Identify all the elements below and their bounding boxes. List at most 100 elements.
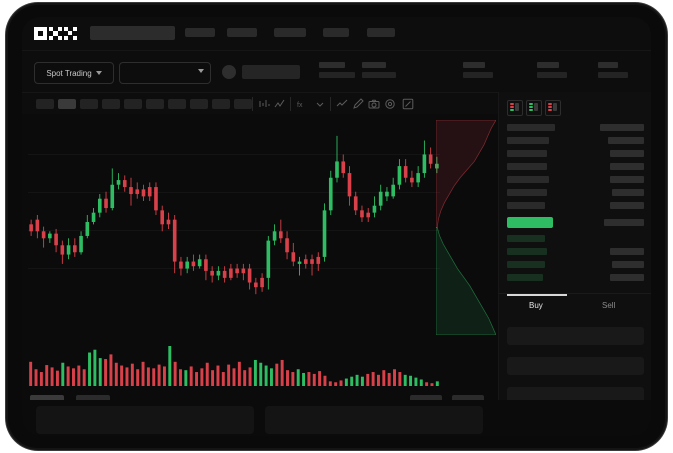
indicator-icon[interactable]: fx — [296, 98, 308, 110]
settings-gear-icon[interactable] — [384, 98, 396, 110]
market-type-label: Spot Trading — [46, 68, 92, 78]
pencil-icon[interactable] — [352, 98, 364, 110]
orderbook-bid-price-3[interactable] — [507, 261, 545, 268]
toolbar-divider — [252, 97, 253, 111]
orderbook-ask-amount-4[interactable] — [610, 176, 644, 183]
timeframe-button-1[interactable] — [36, 99, 54, 109]
chart-tab-3[interactable] — [410, 395, 442, 404]
order-amount-field[interactable] — [507, 357, 644, 375]
orderbook-ask-amount-2[interactable] — [610, 150, 644, 157]
volume-series — [29, 346, 439, 386]
bottom-panel-left[interactable] — [36, 406, 254, 434]
chart-toolbar: fx — [22, 92, 651, 115]
ticker-stat-5 — [598, 62, 628, 78]
market-subheader: Spot Trading — [22, 50, 651, 93]
stat-label — [362, 62, 386, 68]
chevron-down-icon — [95, 71, 102, 75]
timeframe-button-8[interactable] — [190, 99, 208, 109]
timeframe-button-7[interactable] — [168, 99, 186, 109]
app-screen: Spot Trading — [22, 17, 651, 436]
orderbook-bid-price-2[interactable] — [507, 248, 547, 255]
timeframe-button-2[interactable] — [58, 99, 76, 109]
chart-footer-tabs — [30, 395, 484, 409]
logo-block-k — [49, 27, 62, 40]
bottom-panel-right[interactable] — [265, 406, 483, 434]
orderbook-mid-amount[interactable] — [604, 219, 644, 226]
orderbook-bid-amount-4[interactable] — [610, 274, 644, 281]
gridline-3 — [28, 230, 440, 231]
timeframe-button-5[interactable] — [124, 99, 142, 109]
orderbook-ask-price-5[interactable] — [507, 189, 547, 196]
orderbook-ask-price-1[interactable] — [507, 137, 549, 144]
fullscreen-icon[interactable] — [402, 98, 414, 110]
orderbook-mode-asks-icon[interactable] — [545, 100, 561, 116]
timeframe-button-9[interactable] — [212, 99, 230, 109]
ticker-stat-3 — [463, 62, 493, 78]
stat-label — [319, 62, 345, 68]
trading-pair-select[interactable] — [119, 62, 211, 84]
gridline-1 — [28, 154, 440, 155]
logo-block-o — [34, 27, 47, 40]
market-type-dropdown[interactable]: Spot Trading — [34, 62, 114, 84]
stat-value — [463, 72, 493, 78]
gridline-2 — [28, 192, 440, 193]
depth-chart-overlay — [436, 120, 496, 335]
timeframe-button-10[interactable] — [234, 99, 252, 109]
nav-item-4[interactable] — [323, 28, 349, 37]
ticker-stat-1 — [319, 62, 355, 78]
timeframe-button-3[interactable] — [80, 99, 98, 109]
stat-value — [598, 72, 628, 78]
nav-item-5[interactable] — [367, 28, 395, 37]
orderbook-panel: Buy Sell — [498, 92, 651, 436]
gridline-4 — [28, 268, 440, 269]
orderbook-mode-bids-icon[interactable] — [526, 100, 542, 116]
candlestick-chart-icon[interactable] — [258, 98, 270, 110]
stat-label — [463, 62, 485, 68]
orderbook-bid-amount-2[interactable] — [610, 248, 644, 255]
chevron-down-icon[interactable] — [314, 98, 326, 110]
orderbook-ask-amount-3[interactable] — [610, 163, 644, 170]
search-input[interactable] — [90, 26, 175, 40]
orderbook-ask-price-2[interactable] — [507, 150, 547, 157]
orderbook-bid-price-1[interactable] — [507, 235, 545, 242]
nav-item-3[interactable] — [274, 28, 306, 37]
order-price-field[interactable] — [507, 327, 644, 345]
tablet-device-frame: Spot Trading — [8, 5, 665, 448]
orderbook-mid-price[interactable] — [507, 217, 553, 228]
orderbook-header-amount[interactable] — [600, 124, 644, 131]
tab-buy[interactable]: Buy — [529, 301, 543, 310]
line-chart-icon[interactable] — [274, 98, 286, 110]
stat-value — [362, 72, 396, 78]
svg-text:fx: fx — [297, 102, 303, 109]
orderbook-ask-price-4[interactable] — [507, 176, 549, 183]
orderbook-bid-price-4[interactable] — [507, 274, 543, 281]
tab-sell[interactable]: Sell — [602, 301, 616, 310]
nav-item-2[interactable] — [227, 28, 257, 37]
orderbook-ask-amount-6[interactable] — [610, 202, 644, 209]
orderbook-header-price[interactable] — [507, 124, 555, 131]
trend-line-icon[interactable] — [336, 98, 348, 110]
chart-tab-1[interactable] — [30, 395, 64, 404]
pair-name-label — [242, 65, 300, 79]
orderbook-bid-amount-3[interactable] — [612, 261, 644, 268]
orderbook-ask-price-6[interactable] — [507, 202, 545, 209]
bottom-bar — [22, 400, 651, 436]
okx-logo[interactable] — [34, 27, 78, 40]
orderbook-mode-both-icon[interactable] — [507, 100, 523, 116]
ticker-stat-2 — [362, 62, 396, 78]
timeframe-button-4[interactable] — [102, 99, 120, 109]
timeframe-button-6[interactable] — [146, 99, 164, 109]
chart-tab-4[interactable] — [452, 395, 484, 404]
orderbook-ask-amount-1[interactable] — [608, 137, 644, 144]
buy-tab-underline — [507, 294, 567, 296]
toolbar-divider — [330, 97, 331, 111]
pair-coin-icon — [222, 65, 236, 79]
chart-tab-2[interactable] — [76, 395, 110, 404]
stat-value — [537, 72, 567, 78]
orderbook-ask-amount-5[interactable] — [612, 189, 644, 196]
camera-icon[interactable] — [368, 98, 380, 110]
toolbar-divider — [290, 97, 291, 111]
top-navigation-bar — [22, 17, 651, 50]
orderbook-ask-price-3[interactable] — [507, 163, 547, 170]
nav-item-1[interactable] — [185, 28, 215, 37]
